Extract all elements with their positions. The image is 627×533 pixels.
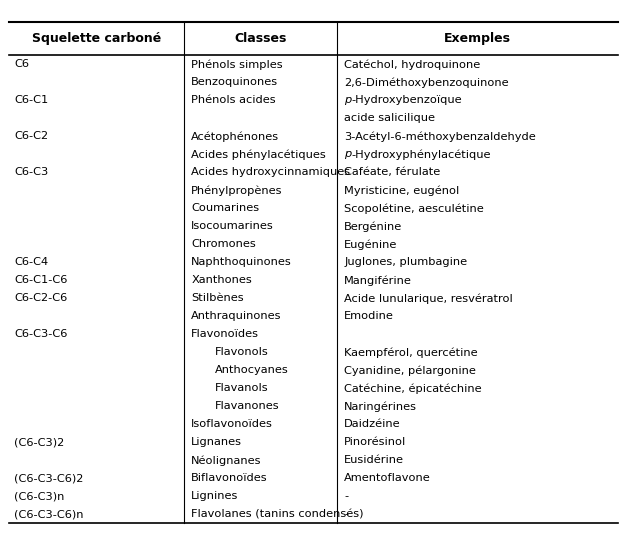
Text: acide salicilique: acide salicilique <box>344 114 435 124</box>
Text: Catéchol, hydroquinone: Catéchol, hydroquinone <box>344 59 480 70</box>
Text: Caféate, férulate: Caféate, férulate <box>344 167 441 177</box>
Text: Naphthoquinones: Naphthoquinones <box>191 257 292 268</box>
Text: (C6-C3-C6)n: (C6-C3-C6)n <box>14 510 84 519</box>
Text: Flavonoïdes: Flavonoïdes <box>191 329 259 340</box>
Text: Amentoflavone: Amentoflavone <box>344 473 431 483</box>
Text: Scopolétine, aesculétine: Scopolétine, aesculétine <box>344 203 484 214</box>
Text: 2,6-Diméthoxybenzoquinone: 2,6-Diméthoxybenzoquinone <box>344 77 509 88</box>
Text: Anthocyanes: Anthocyanes <box>215 366 289 375</box>
Text: C6: C6 <box>14 60 29 69</box>
Text: Acide lunularique, resvératrol: Acide lunularique, resvératrol <box>344 293 513 304</box>
Text: Anthraquinones: Anthraquinones <box>191 311 282 321</box>
Text: Mangiférine: Mangiférine <box>344 275 412 286</box>
Text: Daidzéine: Daidzéine <box>344 419 401 430</box>
Text: Cyanidine, pélargonine: Cyanidine, pélargonine <box>344 365 476 376</box>
Text: C6-C1-C6: C6-C1-C6 <box>14 276 68 285</box>
Text: C6-C2: C6-C2 <box>14 132 48 141</box>
Text: Bergénine: Bergénine <box>344 221 403 232</box>
Text: (C6-C3-C6)2: (C6-C3-C6)2 <box>14 473 84 483</box>
Text: Chromones: Chromones <box>191 239 256 249</box>
Text: Isoflavonoïdes: Isoflavonoïdes <box>191 419 273 430</box>
Text: Phénylpropènes: Phénylpropènes <box>191 185 283 196</box>
Text: Biflavonoïdes: Biflavonoïdes <box>191 473 268 483</box>
Text: Juglones, plumbagine: Juglones, plumbagine <box>344 257 467 268</box>
Text: Eusidérine: Eusidérine <box>344 455 404 465</box>
Text: Myristicine, eugénol: Myristicine, eugénol <box>344 185 460 196</box>
Text: Flavonols: Flavonols <box>215 348 269 358</box>
Text: (C6-C3)n: (C6-C3)n <box>14 491 65 502</box>
Text: Naringérines: Naringérines <box>344 401 417 411</box>
Text: Catéchine, épicatéchine: Catéchine, épicatéchine <box>344 383 482 394</box>
Text: Classes: Classes <box>234 33 287 45</box>
Text: Acides hydroxycinnamiques: Acides hydroxycinnamiques <box>191 167 350 177</box>
Text: Acides phénylacétiques: Acides phénylacétiques <box>191 149 326 160</box>
Text: C6-C2-C6: C6-C2-C6 <box>14 294 68 303</box>
Text: Flavanones: Flavanones <box>215 401 280 411</box>
Text: C6-C4: C6-C4 <box>14 257 48 268</box>
Text: -Hydroxyphénylacétique: -Hydroxyphénylacétique <box>352 149 491 160</box>
Text: C6-C3-C6: C6-C3-C6 <box>14 329 68 340</box>
Text: Flavolanes (tanins condensés): Flavolanes (tanins condensés) <box>191 510 364 519</box>
Text: p: p <box>344 149 352 159</box>
Text: Eugénine: Eugénine <box>344 239 398 249</box>
Text: Phénols acides: Phénols acides <box>191 95 276 106</box>
Text: Phénols simples: Phénols simples <box>191 59 283 70</box>
Text: Coumarines: Coumarines <box>191 204 260 213</box>
Text: p: p <box>344 95 352 106</box>
Text: (C6-C3)2: (C6-C3)2 <box>14 438 65 447</box>
Text: Xanthones: Xanthones <box>191 276 252 285</box>
Text: Kaempférol, quercétine: Kaempférol, quercétine <box>344 347 478 358</box>
Text: Acétophénones: Acétophénones <box>191 131 280 142</box>
Text: Flavanols: Flavanols <box>215 383 269 393</box>
Text: Benzoquinones: Benzoquinones <box>191 77 278 87</box>
Text: Exemples: Exemples <box>444 33 510 45</box>
Text: -: - <box>344 510 349 519</box>
Text: Stilbènes: Stilbènes <box>191 294 244 303</box>
Text: -: - <box>344 491 349 502</box>
Text: 3-Acétyl-6-méthoxybenzaldehyde: 3-Acétyl-6-méthoxybenzaldehyde <box>344 131 536 142</box>
Text: Pinorésinol: Pinorésinol <box>344 438 406 447</box>
Text: -Hydroxybenzoïque: -Hydroxybenzoïque <box>352 95 462 106</box>
Text: Squelette carboné: Squelette carboné <box>32 33 161 45</box>
Text: Lignines: Lignines <box>191 491 239 502</box>
Text: C6-C3: C6-C3 <box>14 167 49 177</box>
Text: Isocoumarines: Isocoumarines <box>191 221 274 231</box>
Text: Lignanes: Lignanes <box>191 438 242 447</box>
Text: C6-C1: C6-C1 <box>14 95 49 106</box>
Text: Emodine: Emodine <box>344 311 394 321</box>
Text: Néolignanes: Néolignanes <box>191 455 261 466</box>
